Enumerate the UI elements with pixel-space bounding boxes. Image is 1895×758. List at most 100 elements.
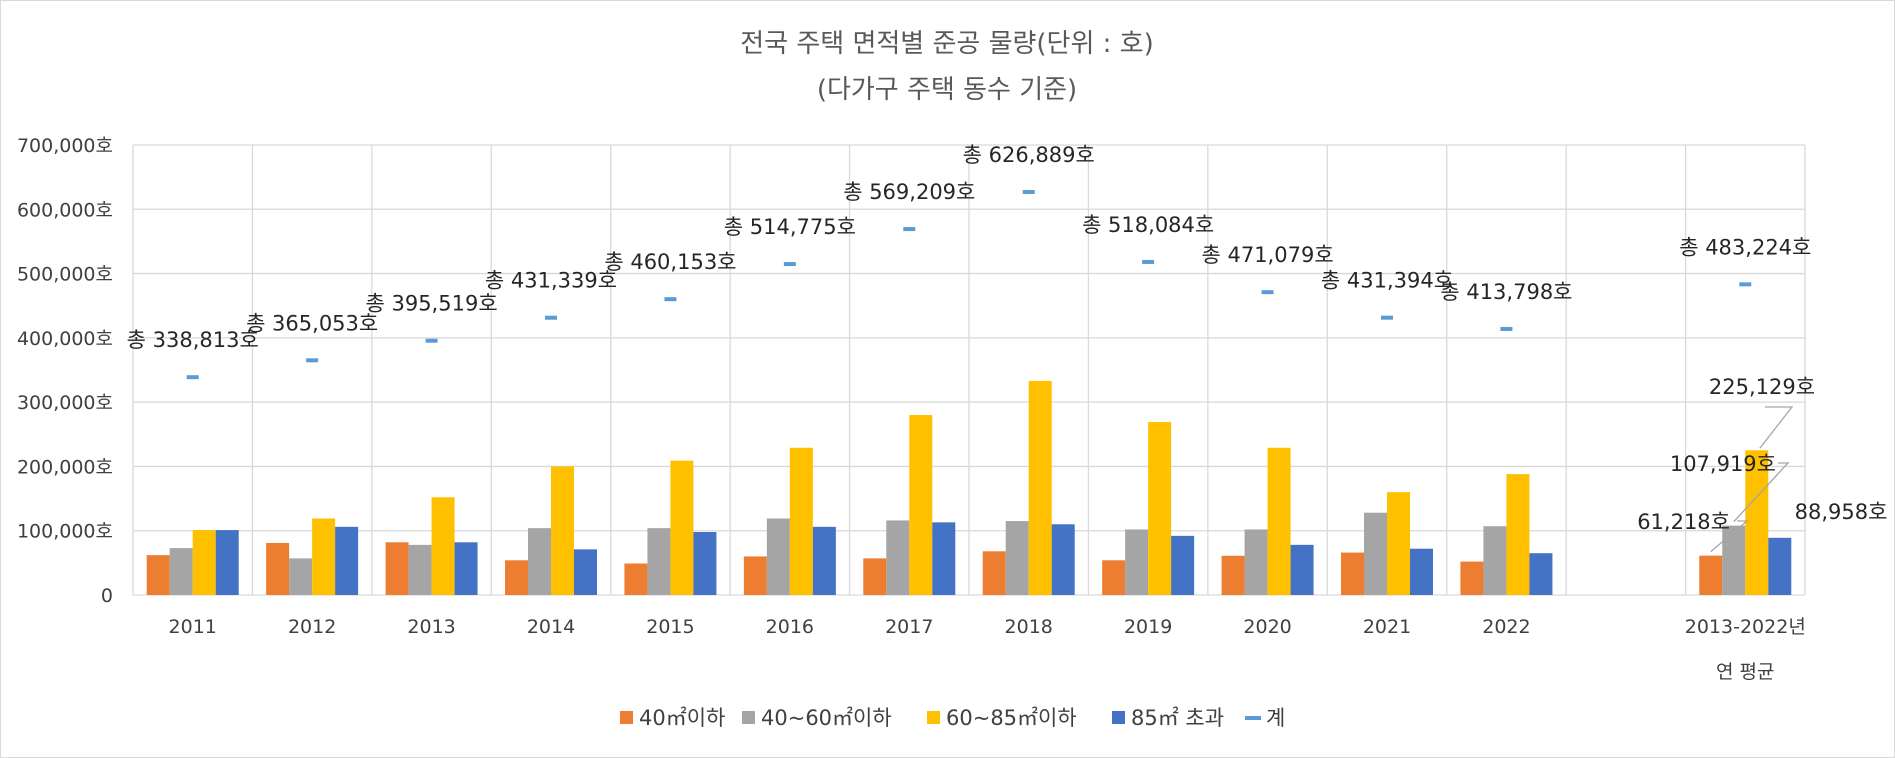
x-tick-label: 2013 [407,616,455,638]
bar [1506,474,1530,595]
bar [266,542,290,595]
bar [312,518,336,595]
average-data-label: 225,129호 [1709,375,1815,399]
total-marker [186,375,199,380]
bar [863,558,887,595]
grid-layer [132,144,1806,596]
bar [1341,552,1364,595]
bar [982,551,1006,595]
bar [1364,512,1387,595]
legend-item-label: 85㎡ 초과 [1131,706,1224,730]
bar [1290,544,1314,595]
total-marker [1500,326,1513,331]
legend-swatch [927,711,940,724]
bar [1410,548,1433,595]
y-tick-label: 400,000호 [17,328,113,350]
bar [1699,555,1723,595]
bar [215,530,239,595]
total-data-label: 총 471,079호 [1201,243,1333,267]
bar [1171,535,1195,595]
bar [385,542,409,595]
legend-swatch [742,711,755,724]
total-marker [1022,189,1035,194]
bar [1745,450,1769,595]
y-tick-label: 700,000호 [17,135,113,157]
total-marker [545,315,557,320]
total-data-label: 총 518,084호 [1082,213,1214,237]
average-data-label: 107,919호 [1670,452,1776,476]
y-tick-label: 300,000호 [17,392,113,414]
bar [335,526,359,595]
bar [812,526,836,595]
bar [1722,525,1746,595]
bar [1267,447,1291,595]
bar [624,563,648,595]
x-tick-label: 2011 [169,616,217,638]
total-data-label: 총 626,889호 [963,143,1095,167]
x-tick-label-line2: 연 평균 [1716,661,1774,683]
x-tick-label: 2020 [1243,616,1291,638]
x-tick-label: 2019 [1124,616,1172,638]
bar [1051,524,1075,595]
bar [1028,380,1052,595]
total-data-label: 총 413,798호 [1440,280,1572,304]
labels-layer: 0 100,000호 200,000호 300,000호 400,000호 500,000… [17,135,1887,683]
total-marker [903,227,916,232]
chart-subtitle: (다가구 주택 동수 기준) [817,75,1077,105]
bar [1387,492,1410,595]
legend-swatch [620,711,633,724]
bar [693,532,717,595]
bar [909,415,933,595]
total-marker [306,358,319,363]
x-tick-label: 2017 [885,616,933,638]
y-tick-label: 200,000호 [17,456,113,478]
legend-item-label: 40~60㎡이하 [761,706,892,730]
legend-item-label: 40㎡이하 [639,706,725,730]
bar [528,528,551,595]
bars-layer [146,189,1792,595]
total-data-label: 총 569,209호 [843,180,975,204]
legend-item-label: 계 [1266,706,1285,730]
legend-item-label: 60~85㎡이하 [946,706,1077,730]
bar [146,555,170,595]
total-marker [1381,315,1393,320]
x-tick-label: 2012 [288,616,336,638]
legend: 40㎡이하 40~60㎡이하 60~85㎡이하 85㎡ 초과 계 [620,706,1285,730]
y-tick-label: 500,000호 [17,264,113,286]
bar [1221,555,1245,595]
leader-line [1733,462,1790,523]
total-marker [1261,290,1274,295]
bar [1125,529,1149,595]
leader-line [1759,406,1794,449]
average-data-label: 61,218호 [1637,510,1730,534]
bar [1483,526,1507,595]
x-tick-label: 2021 [1363,616,1411,638]
total-marker [783,262,796,267]
bar [1102,560,1126,595]
bar [431,497,455,595]
bar [886,520,910,595]
bar [932,522,956,595]
bar [574,549,597,595]
y-tick-label: 0 [101,585,113,607]
bar [789,447,813,595]
x-tick-label: 2016 [766,616,814,638]
bar [670,460,694,595]
x-tick-label: 2018 [1005,616,1053,638]
chart-title: 전국 주택 면적별 준공 물량(단위 : 호) [740,29,1154,59]
bar [1148,422,1172,595]
bar [766,518,790,595]
total-data-label: 총 460,153호 [604,250,736,274]
bar [647,528,671,595]
x-tick-label: 2013-2022년 [1685,616,1806,638]
y-tick-label: 100,000호 [17,521,113,543]
total-data-label: 총 483,224호 [1679,235,1811,259]
total-data-label: 총 514,775호 [724,215,856,239]
bar [1005,521,1029,595]
x-tick-label: 2014 [527,616,575,638]
total-data-label: 총 395,519호 [365,292,497,316]
bar [289,558,313,595]
